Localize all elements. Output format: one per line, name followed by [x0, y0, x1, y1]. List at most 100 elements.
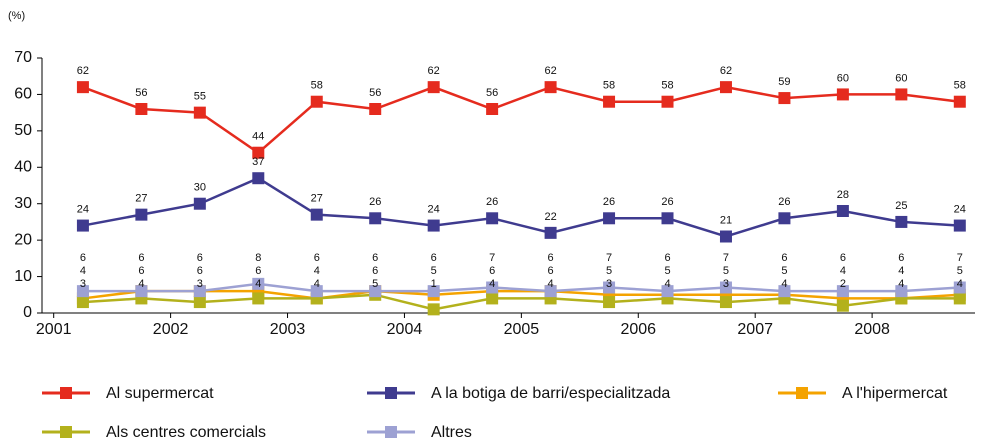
- point-marker: [310, 208, 323, 221]
- point-marker: [544, 81, 557, 94]
- data-label: 24: [428, 203, 440, 215]
- data-label: 4: [314, 278, 320, 290]
- y-tick-label: 50: [14, 122, 32, 139]
- point-marker: [135, 208, 148, 221]
- point-marker: [486, 292, 499, 305]
- data-label: 24: [954, 203, 966, 215]
- data-label: 21: [720, 214, 732, 226]
- data-label: 5: [606, 265, 612, 277]
- point-marker: [895, 88, 908, 101]
- legend-label: A la botiga de barri/especialitzada: [431, 385, 670, 402]
- data-label: 7: [489, 252, 495, 264]
- point-marker: [836, 205, 849, 217]
- data-label: 4: [664, 278, 670, 290]
- point-marker: [76, 81, 89, 94]
- legend-label: Altres: [431, 424, 472, 441]
- y-tick-label: 30: [14, 195, 32, 212]
- point-marker: [895, 215, 908, 228]
- y-tick-label: 0: [23, 304, 32, 321]
- data-label: 60: [837, 72, 849, 84]
- point-marker: [193, 197, 206, 210]
- point-marker: [836, 285, 849, 298]
- data-label: 56: [135, 87, 147, 99]
- data-label: 6: [197, 265, 203, 277]
- y-tick-label: 10: [14, 268, 32, 285]
- point-marker: [252, 172, 265, 185]
- x-tick-label: 2002: [153, 321, 189, 338]
- data-label: 6: [840, 252, 846, 264]
- data-label: 26: [778, 196, 790, 208]
- point-marker: [953, 281, 966, 294]
- data-label: 28: [837, 189, 849, 201]
- point-marker: [135, 103, 148, 115]
- data-label: 4: [489, 278, 495, 290]
- data-label: 6: [138, 265, 144, 277]
- data-label: 4: [255, 278, 261, 290]
- data-label: 62: [428, 65, 440, 77]
- x-tick-label: 2003: [270, 321, 306, 338]
- point-marker: [193, 285, 206, 298]
- data-label: 22: [544, 211, 556, 223]
- data-label: 58: [954, 80, 966, 92]
- series-line: [82, 293, 960, 311]
- data-label: 2: [840, 278, 846, 290]
- point-marker: [76, 285, 89, 298]
- data-label: 56: [486, 87, 498, 99]
- point-marker: [661, 285, 674, 298]
- legend-label: A l'hipermercat: [842, 385, 948, 402]
- data-label: 26: [603, 196, 615, 208]
- legend-swatch: [796, 387, 808, 399]
- point-marker: [369, 285, 382, 298]
- data-label: 6: [781, 252, 787, 264]
- point-marker: [76, 219, 89, 232]
- data-label: 4: [138, 278, 144, 290]
- data-label: 30: [194, 182, 206, 194]
- point-marker: [603, 281, 616, 294]
- data-label: 44: [252, 131, 264, 143]
- point-marker: [427, 285, 440, 298]
- point-marker: [661, 212, 674, 225]
- point-marker: [953, 219, 966, 232]
- data-label: 3: [723, 278, 729, 290]
- point-marker: [76, 296, 89, 309]
- point-marker: [603, 296, 616, 309]
- series-line: [82, 289, 960, 300]
- point-marker: [369, 212, 382, 225]
- x-tick-label: 2001: [36, 321, 72, 338]
- point-marker: [603, 95, 616, 108]
- data-label: 5: [372, 278, 378, 290]
- legend-label: Als centres comercials: [106, 424, 266, 441]
- data-label: 4: [80, 265, 86, 277]
- point-marker: [427, 303, 440, 316]
- point-marker: [836, 299, 849, 312]
- series-line: [82, 176, 960, 238]
- data-label: 58: [311, 80, 323, 92]
- data-label: 3: [197, 278, 203, 290]
- point-marker: [486, 281, 499, 294]
- point-marker: [135, 285, 148, 298]
- x-tick-label: 2006: [620, 321, 656, 338]
- data-label: 58: [661, 80, 673, 92]
- data-label: 58: [603, 80, 615, 92]
- legend-swatch: [385, 426, 397, 438]
- data-label: 6: [431, 252, 437, 264]
- legend-swatch: [385, 387, 397, 399]
- point-marker: [193, 296, 206, 309]
- data-label: 4: [957, 278, 963, 290]
- x-tick-label: 2008: [854, 321, 890, 338]
- data-label: 6: [314, 252, 320, 264]
- y-tick-label: 70: [14, 49, 32, 66]
- data-label: 4: [898, 278, 904, 290]
- point-marker: [661, 95, 674, 108]
- data-label: 26: [486, 196, 498, 208]
- data-label: 6: [548, 265, 554, 277]
- point-marker: [427, 219, 440, 232]
- point-marker: [719, 230, 732, 243]
- data-label: 6: [255, 265, 261, 277]
- data-label: 37: [252, 156, 264, 168]
- point-marker: [603, 212, 616, 225]
- data-label: 4: [781, 278, 787, 290]
- point-marker: [427, 81, 440, 94]
- x-tick-label: 2004: [387, 321, 423, 338]
